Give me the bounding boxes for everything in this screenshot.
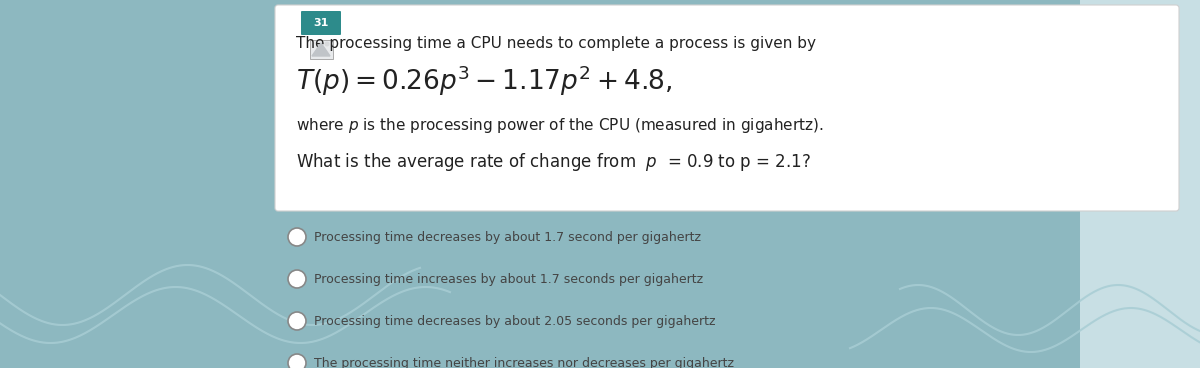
Text: The processing time neither increases nor decreases per gigahertz: The processing time neither increases no… [314,357,734,368]
Circle shape [288,354,306,368]
Text: $T(p) = 0.26p^3 - 1.17p^2 + 4.8,$: $T(p) = 0.26p^3 - 1.17p^2 + 4.8,$ [296,63,672,98]
Circle shape [288,228,306,246]
Circle shape [288,312,306,330]
Text: What is the average rate of change from  $p$  = 0.9 to p = 2.1?: What is the average rate of change from … [296,151,811,173]
Circle shape [324,42,330,46]
Text: Processing time increases by about 1.7 seconds per gigahertz: Processing time increases by about 1.7 s… [314,272,703,286]
FancyBboxPatch shape [310,39,332,59]
Circle shape [288,270,306,288]
Text: Processing time decreases by about 2.05 seconds per gigahertz: Processing time decreases by about 2.05 … [314,315,715,328]
Text: Processing time decreases by about 1.7 second per gigahertz: Processing time decreases by about 1.7 s… [314,230,701,244]
FancyBboxPatch shape [275,5,1178,211]
Text: where $p$ is the processing power of the CPU (measured in gigahertz).: where $p$ is the processing power of the… [296,116,823,135]
Text: The processing time a CPU needs to complete a process is given by: The processing time a CPU needs to compl… [296,36,816,51]
FancyBboxPatch shape [1080,0,1200,368]
Polygon shape [312,43,330,56]
Text: 31: 31 [313,18,329,28]
FancyBboxPatch shape [301,11,341,35]
